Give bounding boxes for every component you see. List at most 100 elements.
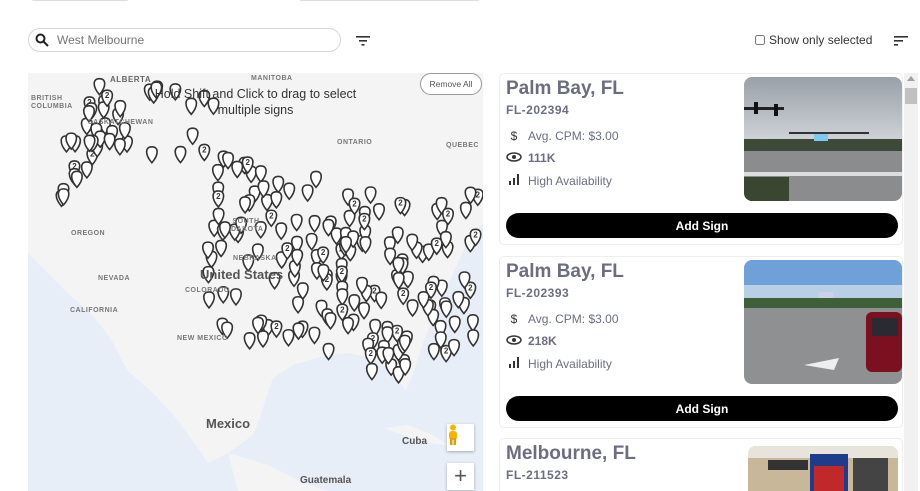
map-marker[interactable] [441,207,455,226]
map-marker[interactable] [202,265,215,284]
map-canvas[interactable]: 2222222222222222222222222222222 [28,73,483,491]
map-marker[interactable] [406,299,419,318]
map-marker[interactable] [330,227,343,246]
map-marker[interactable] [322,342,335,361]
street-view-pegman[interactable] [447,424,474,451]
map-marker[interactable] [229,288,242,307]
map-marker[interactable] [466,313,479,333]
map-marker[interactable] [336,303,349,322]
map-marker[interactable] [422,243,435,262]
map-marker[interactable] [212,190,225,209]
map-marker[interactable] [458,271,471,290]
map-marker[interactable] [211,163,224,182]
map-marker[interactable] [169,83,182,102]
map-marker[interactable] [290,213,303,232]
map-marker[interactable] [281,242,294,261]
map-marker[interactable] [364,186,377,205]
map-marker[interactable] [348,294,361,313]
map-marker[interactable] [198,143,211,162]
map-marker[interactable] [292,322,305,341]
remove-all-button[interactable]: Remove All [420,73,482,95]
map-marker[interactable] [186,127,199,146]
map-marker[interactable] [322,218,335,237]
map-marker[interactable] [452,290,465,309]
scroll-up-arrow[interactable] [907,76,915,81]
map-marker[interactable] [459,201,472,220]
map-marker[interactable] [365,362,378,381]
map-marker[interactable] [207,97,220,116]
map-marker[interactable] [103,132,116,151]
map-marker[interactable] [235,216,248,235]
map-marker[interactable] [215,239,228,258]
map-marker[interactable] [397,287,410,306]
filter-icon[interactable] [356,35,370,47]
map-marker[interactable] [174,145,187,164]
map-marker[interactable] [185,97,198,116]
map-marker[interactable] [150,81,163,100]
map-marker[interactable] [317,246,330,265]
map-marker[interactable] [448,315,461,334]
map-marker[interactable] [359,236,372,255]
map-marker[interactable] [118,121,131,140]
scrollbar[interactable] [904,73,918,491]
map-marker[interactable] [221,321,234,340]
map-marker[interactable] [355,276,369,295]
map-marker[interactable] [464,186,477,205]
map-marker[interactable] [369,318,382,337]
map-marker[interactable] [242,254,255,273]
map-marker[interactable] [145,145,158,165]
map-marker[interactable] [357,301,371,320]
map-marker[interactable] [336,288,349,307]
map-marker[interactable] [254,165,267,184]
map-marker[interactable] [439,230,452,249]
map-marker[interactable] [324,311,337,331]
map-marker[interactable] [308,326,321,345]
map-marker[interactable] [57,188,70,207]
map-marker[interactable] [254,220,267,239]
map-marker[interactable] [394,196,407,215]
map-marker[interactable] [82,104,96,123]
map-marker[interactable] [372,202,386,221]
sort-icon[interactable] [894,35,908,47]
map-marker[interactable] [343,209,356,228]
map-marker[interactable] [198,89,211,108]
add-sign-button[interactable]: Add Sign [506,396,898,421]
map-marker[interactable] [469,228,482,247]
map-marker[interactable] [272,175,285,194]
map-marker[interactable] [382,346,395,365]
map-marker[interactable] [275,222,288,241]
map-marker[interactable] [364,347,377,366]
map-marker[interactable] [305,232,318,251]
map-marker[interactable] [114,99,127,118]
map-marker[interactable] [218,221,232,240]
map-marker[interactable] [391,226,404,245]
map-marker[interactable] [308,214,321,233]
map-marker[interactable] [217,285,230,304]
sign-photo[interactable] [744,77,902,201]
map-marker[interactable] [399,358,412,377]
map-marker[interactable] [243,332,256,351]
map-marker[interactable] [434,331,447,350]
map-marker[interactable] [283,182,296,201]
add-sign-button[interactable]: Add Sign [506,213,898,238]
map-marker[interactable] [341,316,355,335]
map-marker[interactable] [467,329,480,348]
map-marker[interactable] [231,160,244,179]
top-tab-right[interactable] [298,0,481,1]
map-marker[interactable] [256,330,270,349]
map-marker[interactable] [270,320,283,339]
show-only-selected-checkbox[interactable] [755,35,765,45]
map-marker[interactable] [348,197,361,216]
map-marker[interactable] [282,328,295,347]
map-marker[interactable] [448,338,461,357]
map-marker[interactable] [252,316,265,335]
search-input[interactable] [55,32,315,48]
map-marker[interactable] [398,334,411,353]
map-marker[interactable] [392,271,405,290]
map-marker[interactable] [291,248,304,267]
map-marker[interactable] [93,77,106,96]
map-marker[interactable] [335,265,348,284]
map-marker[interactable] [464,281,477,300]
zoom-in-button[interactable]: + [447,463,474,490]
show-only-selected[interactable]: Show only selected [755,33,872,47]
